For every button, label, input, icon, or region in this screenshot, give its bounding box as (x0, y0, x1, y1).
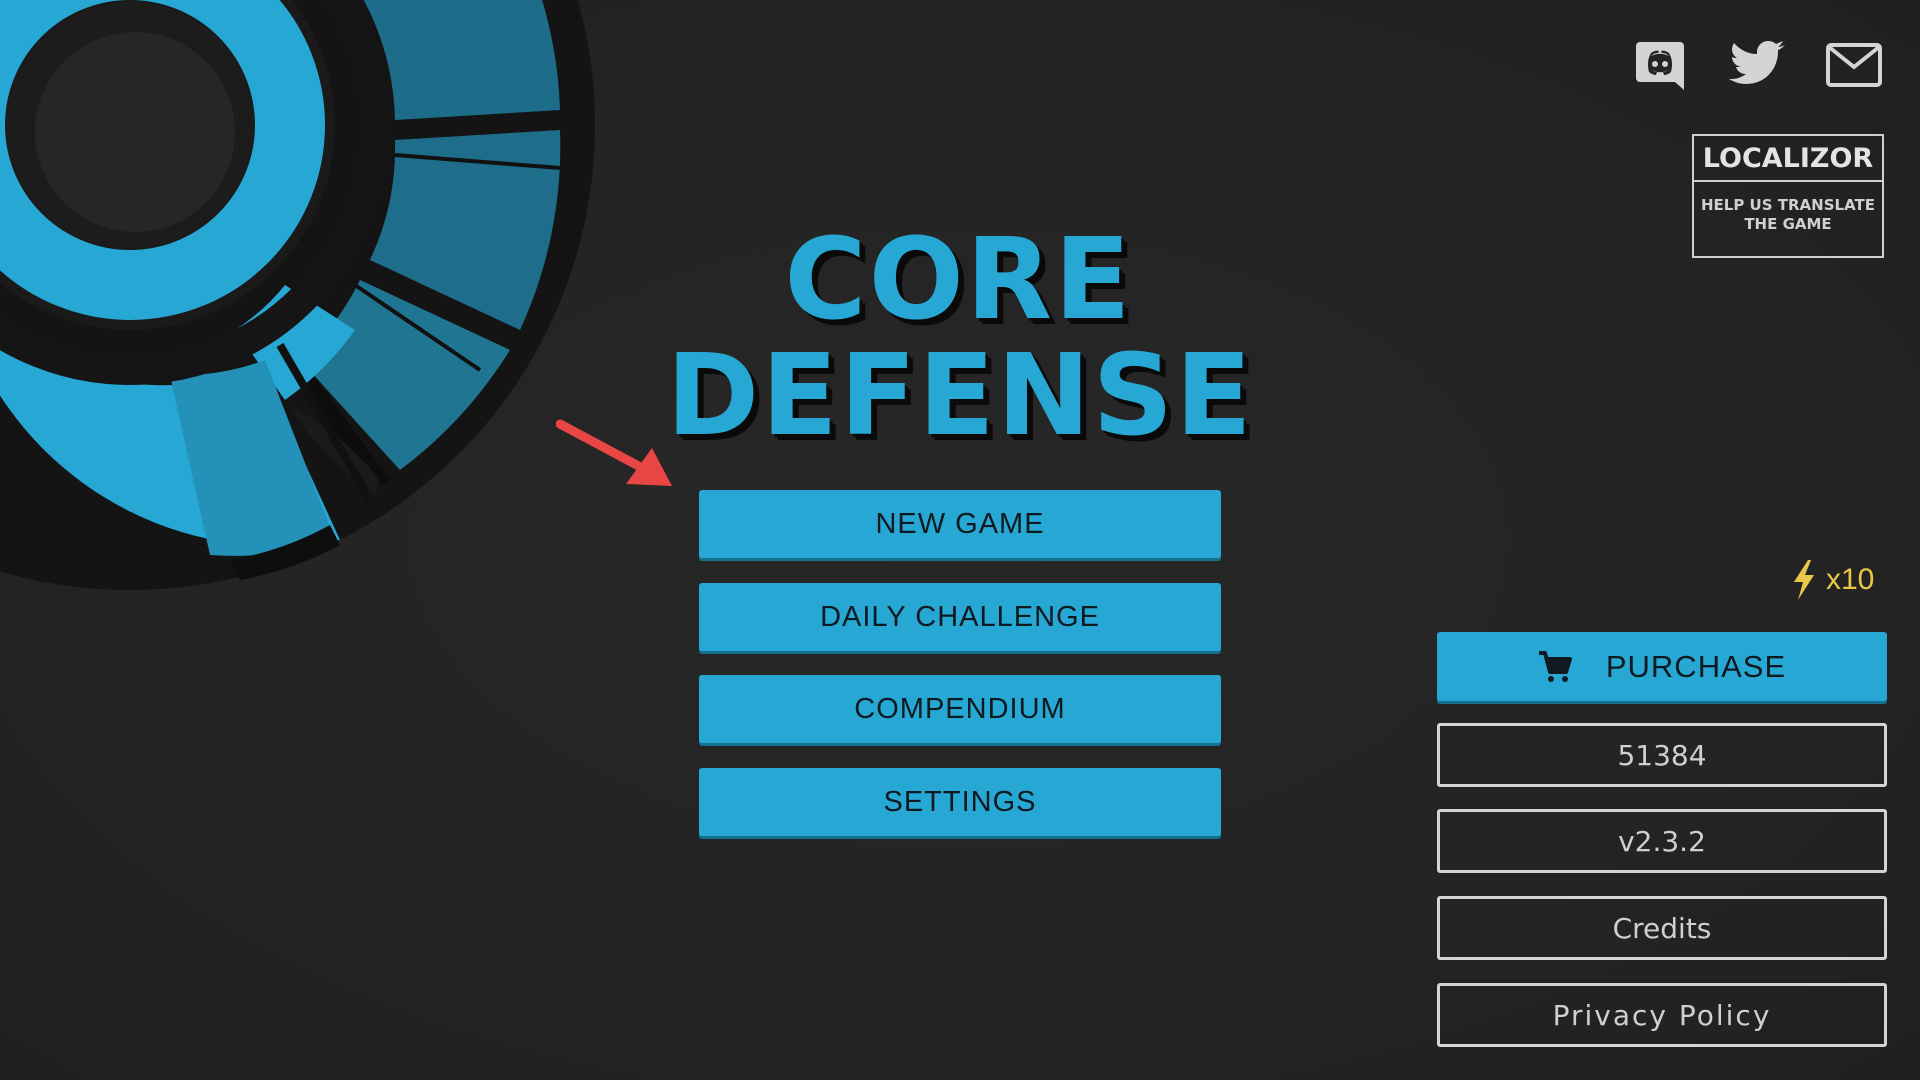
version-display: v2.3.2 (1437, 809, 1887, 873)
cart-icon (1538, 650, 1572, 683)
outer-ring-segments (300, 0, 561, 490)
purchase-button[interactable]: PURCHASE (1437, 632, 1887, 701)
localizor-badge[interactable]: LOCALIZOR HELP US TRANSLATE THE GAME (1692, 134, 1884, 258)
lightning-icon (1794, 560, 1814, 600)
discord-button[interactable] (1624, 34, 1696, 96)
discord-icon (1636, 42, 1684, 90)
game-title: CORE DEFENSE (0, 222, 1920, 454)
game-title-line2: DEFENSE (666, 331, 1254, 461)
new-game-button[interactable]: NEW GAME (699, 490, 1221, 558)
credits-button[interactable]: Credits (1437, 896, 1887, 960)
purchase-label: PURCHASE (1605, 648, 1787, 684)
privacy-policy-button[interactable]: Privacy Policy (1437, 983, 1887, 1047)
mail-button[interactable] (1818, 34, 1890, 96)
score-display: 51384 (1437, 723, 1887, 787)
twitter-button[interactable] (1720, 34, 1792, 96)
localizor-brand: LOCALIZOR (1702, 143, 1874, 174)
arrow-pointer-icon (556, 419, 672, 486)
twitter-icon (1729, 41, 1785, 84)
energy-counter: x10 (1792, 560, 1874, 600)
compendium-button[interactable]: COMPENDIUM (699, 675, 1221, 743)
game-title-line1: CORE (784, 215, 1133, 345)
mail-icon (1826, 43, 1882, 87)
localizor-help-text: HELP US TRANSLATE THE GAME (1700, 196, 1875, 233)
settings-button[interactable]: SETTINGS (699, 768, 1221, 836)
core-ring-graphic (0, 0, 595, 590)
energy-count: x10 (1826, 563, 1875, 596)
localizor-divider (1694, 180, 1882, 182)
daily-challenge-button[interactable]: DAILY CHALLENGE (699, 583, 1221, 651)
